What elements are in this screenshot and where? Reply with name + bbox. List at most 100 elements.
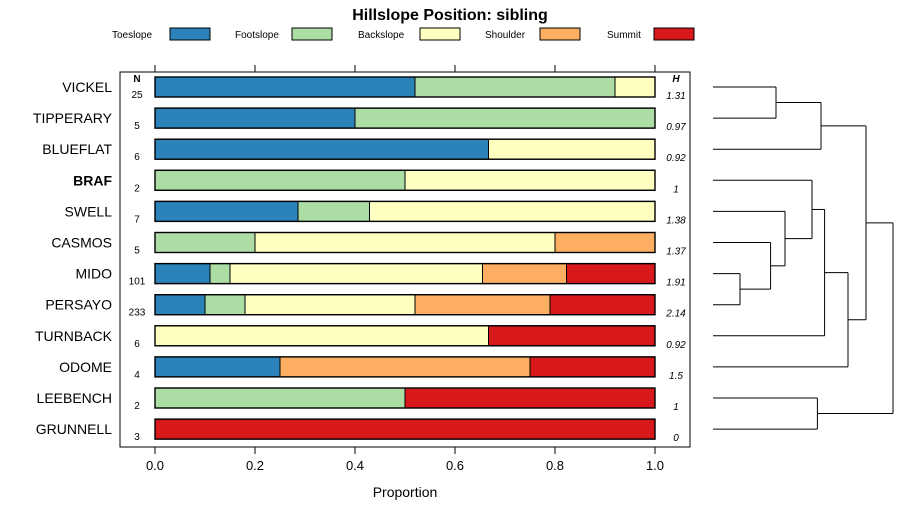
row-n-value: 4 (134, 370, 140, 381)
row-label: TIPPERARY (33, 110, 113, 126)
bar-segment-toeslope (154, 138, 489, 160)
row-h-value: 2.14 (665, 309, 686, 320)
x-tick-label: 0.8 (546, 458, 564, 473)
bar-segment-toeslope (154, 107, 356, 129)
x-tick-label: 0.6 (446, 458, 464, 473)
bar-segment-footslope (414, 76, 616, 98)
row-n-value: 5 (134, 121, 140, 132)
bar-segment-toeslope (154, 356, 281, 378)
row-n-value: 2 (134, 401, 140, 412)
x-tick-label: 0.2 (246, 458, 264, 473)
row-vickel: VICKEL 25 1.31 (62, 76, 686, 102)
legend: Toeslope Footslope Backslope Shoulder Summit (112, 27, 695, 41)
bar-outline (154, 107, 656, 129)
bar-segment-footslope (154, 232, 256, 253)
row-h-value: 1.91 (666, 278, 685, 289)
legend-label-footslope: Footslope (235, 30, 279, 41)
x-tick-label: 0.0 (146, 458, 164, 473)
bar-outline (154, 356, 656, 378)
bar-segment-footslope (204, 294, 246, 316)
row-h-value: 0 (673, 433, 679, 444)
x-axis-title: Proportion (373, 484, 438, 500)
bar-segment-backslope (404, 169, 656, 191)
legend-label-shoulder: Shoulder (485, 30, 526, 41)
legend-label-backslope: Backslope (358, 30, 405, 41)
row-casmos: CASMOS 5 1.37 (51, 231, 686, 258)
bar-outline (154, 418, 656, 440)
n-header: N (133, 74, 140, 85)
row-mido: MIDO 101 1.91 (75, 262, 686, 289)
row-n-value: 6 (134, 152, 140, 163)
row-n-value: 5 (134, 246, 140, 257)
bar-segment-summit (154, 418, 656, 440)
row-label: CASMOS (51, 235, 112, 251)
row-n-value: 25 (131, 90, 143, 101)
bar-segment-summit (529, 356, 656, 378)
bar-segment-backslope (229, 263, 483, 285)
bar-segment-footslope (154, 387, 406, 409)
bar-segment-footslope (297, 200, 370, 222)
row-n-value: 101 (129, 277, 146, 288)
top-ticks (154, 65, 656, 72)
bar-segment-footslope (354, 107, 656, 129)
row-grunnell: GRUNNELL 3 0 (36, 418, 679, 444)
x-tick-label: 0.4 (346, 458, 364, 473)
bar-segment-backslope (369, 200, 656, 222)
row-label: BRAF (73, 172, 112, 188)
row-label: ODOME (59, 359, 112, 375)
legend-label-toeslope: Toeslope (112, 30, 152, 41)
bar-outline (154, 262, 656, 285)
row-label: GRUNNELL (36, 421, 112, 437)
row-label: VICKEL (62, 79, 112, 95)
bar-segment-backslope (488, 138, 656, 160)
legend-swatch-summit (653, 27, 695, 41)
row-h-value: 1 (673, 402, 679, 413)
bar-segment-backslope (154, 325, 489, 347)
row-n-value: 3 (134, 432, 140, 443)
row-n-value: 2 (134, 183, 140, 194)
row-tipperary: TIPPERARY 5 0.97 (33, 107, 686, 133)
row-h-value: 0.97 (666, 122, 686, 133)
bar-segment-footslope (154, 169, 406, 191)
bar-segment-backslope (254, 232, 556, 253)
row-label: TURNBACK (35, 328, 113, 344)
legend-swatch-backslope (419, 27, 461, 41)
legend-swatch-toeslope (169, 27, 211, 41)
row-label: LEEBENCH (37, 390, 112, 406)
plot-frame (119, 71, 691, 448)
row-odome: ODOME 4 1.5 (59, 356, 683, 382)
bar-segment-summit (549, 294, 656, 316)
bar-outline (154, 231, 656, 254)
row-leebench: LEEBENCH 2 1 (37, 387, 679, 413)
chart-title: Hillslope Position: sibling (352, 7, 548, 24)
x-tick-label: 1.0 (646, 458, 664, 473)
bar-outline (154, 200, 656, 223)
row-label: PERSAYO (45, 297, 112, 313)
row-n-value: 6 (134, 339, 140, 350)
row-h-value: 1.5 (669, 371, 683, 382)
bar-segment-summit (404, 387, 656, 409)
row-blueflat: BLUEFLAT 6 0.92 (42, 138, 686, 164)
row-h-value: 1.31 (666, 91, 685, 102)
legend-swatch-footslope (291, 27, 333, 41)
bar-segment-footslope (209, 263, 231, 285)
row-h-value: 0.92 (666, 153, 686, 164)
row-n-value: 233 (129, 308, 146, 319)
row-swell: SWELL 7 1.38 (65, 200, 686, 226)
bar-segment-summit (488, 325, 656, 347)
bar-segment-toeslope (154, 263, 211, 285)
bar-segment-shoulder (414, 294, 551, 316)
bar-outline (154, 138, 656, 160)
bar-outline (154, 325, 656, 347)
row-turnback: TURNBACK 6 0.92 (35, 325, 686, 351)
legend-label-summit: Summit (607, 30, 641, 41)
h-header: H (672, 74, 680, 85)
bar-segment-toeslope (154, 294, 206, 316)
row-n-value: 7 (134, 214, 140, 225)
bar-segment-shoulder (554, 232, 656, 253)
row-label: BLUEFLAT (42, 141, 112, 157)
bar-outline (154, 387, 656, 409)
bar-outline (154, 76, 656, 98)
